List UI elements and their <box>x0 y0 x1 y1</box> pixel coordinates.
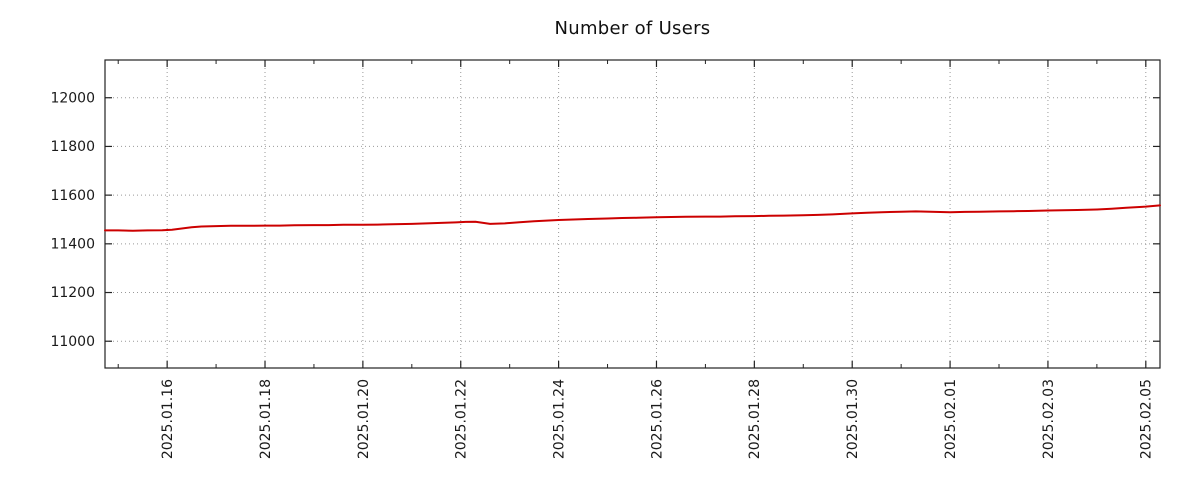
grid-layer <box>105 60 1160 368</box>
y-tick-label: 11000 <box>50 334 95 350</box>
y-tick-label: 11400 <box>50 236 95 252</box>
x-tick-label: 2025.01.16 <box>160 379 176 459</box>
x-tick-label: 2025.01.20 <box>356 379 372 459</box>
y-tick-label: 11800 <box>50 139 95 155</box>
x-tick-label: 2025.01.28 <box>747 379 763 459</box>
series-line-users <box>104 204 1161 232</box>
x-tick-label: 2025.02.03 <box>1041 379 1057 459</box>
plot-border <box>104 59 1161 369</box>
tick-label-layer: 11000 11200 11400 11600 11800 12000 2025.01.16… <box>50 90 1154 459</box>
x-tick-label: 2025.02.05 <box>1139 379 1155 459</box>
x-tick-label: 2025.02.01 <box>943 379 959 459</box>
x-tick-label: 2025.01.22 <box>454 379 470 459</box>
y-tick-label: 11600 <box>50 188 95 204</box>
y-tick-label: 12000 <box>50 90 95 106</box>
y-tick-label: 11200 <box>50 285 95 301</box>
axis-layer <box>104 59 1161 369</box>
series-layer <box>104 204 1161 232</box>
x-tick-label: 2025.01.26 <box>649 379 665 459</box>
x-tick-label: 2025.01.30 <box>845 379 861 459</box>
x-tick-label: 2025.01.18 <box>258 379 274 459</box>
chart-title: Number of Users <box>554 18 711 39</box>
x-tick-label: 2025.01.24 <box>552 379 568 459</box>
